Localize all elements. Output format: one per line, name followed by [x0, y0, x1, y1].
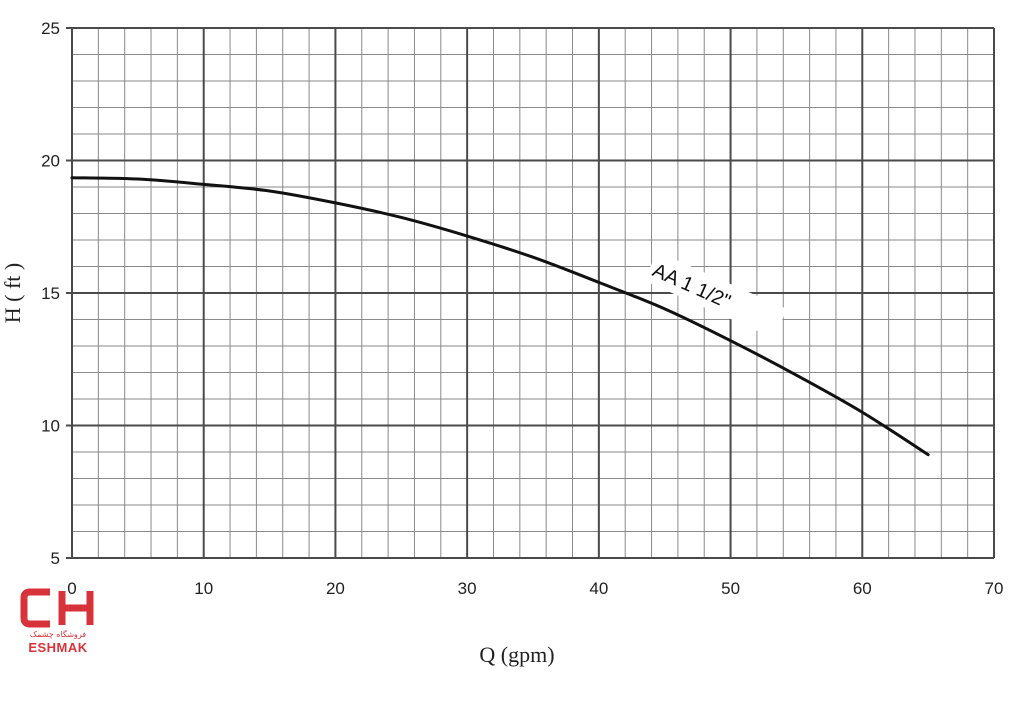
x-tick-labels: 0 10 20 30 40 50 60 70: [67, 579, 1003, 598]
y-tick-label: 15: [41, 284, 60, 303]
major-gridlines: [66, 27, 995, 559]
series-lines: [70, 176, 930, 457]
logo-mark-icon: [20, 588, 94, 628]
logo-name: ESHMAK: [28, 640, 88, 655]
y-tick-label: 25: [41, 19, 60, 38]
y-axis-label: H ( ft ): [0, 263, 25, 323]
x-tick-label: 0: [67, 579, 76, 598]
x-tick-label: 60: [853, 579, 872, 598]
series-line: [70, 176, 930, 457]
eshmak-logo: فروشگاه چشمک ESHMAK: [20, 588, 96, 658]
y-tick-label: 10: [41, 417, 60, 436]
x-tick-label: 50: [721, 579, 740, 598]
x-axis-label: Q (gpm): [479, 642, 554, 667]
x-tick-label: 40: [589, 579, 608, 598]
x-tick-label: 30: [458, 579, 477, 598]
y-tick-label: 5: [51, 549, 60, 568]
x-tick-label: 10: [194, 579, 213, 598]
logo-subtitle: فروشگاه چشمک: [29, 630, 87, 639]
x-tick-label: 20: [326, 579, 345, 598]
y-tick-label: 20: [41, 152, 60, 171]
x-tick-label: 70: [985, 579, 1004, 598]
y-tick-labels: 5 10 15 20 25: [41, 19, 60, 568]
series-label-background: [644, 251, 787, 339]
